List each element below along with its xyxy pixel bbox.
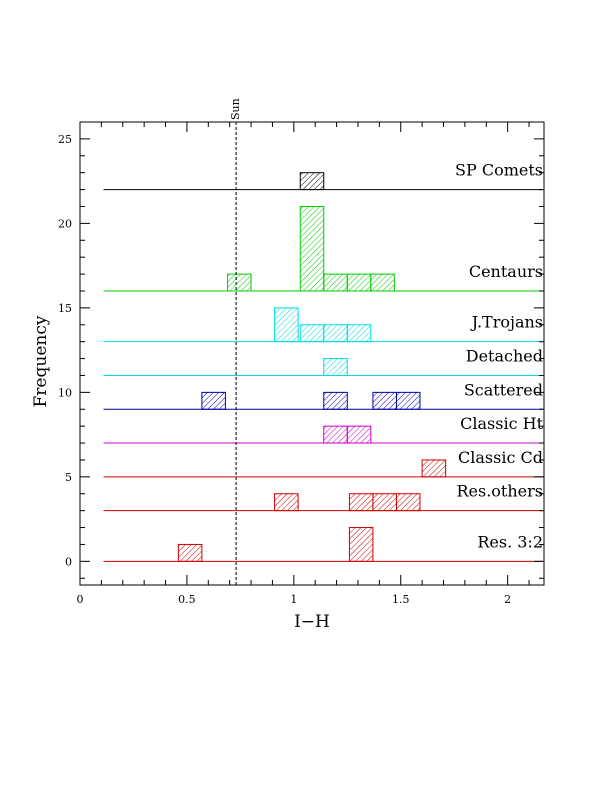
x-axis-title: I−H (294, 612, 330, 632)
labels-layer: I−H Frequency (31, 315, 330, 632)
series-scattered: Scattered (103, 380, 544, 410)
reference-layer: Sun (229, 98, 242, 585)
histogram-bar (177, 543, 203, 562)
y-axis-title: Frequency (31, 315, 51, 407)
histogram-bar (395, 493, 421, 512)
series-j-trojans: J.Trojans (103, 307, 544, 343)
histogram-bar (372, 391, 397, 410)
y-tick-label: 5 (65, 471, 72, 484)
histogram-bar (323, 273, 348, 292)
x-tick-label: 0.5 (178, 593, 196, 606)
series-label: Centaurs (469, 262, 543, 281)
x-tick-label: 1 (290, 593, 297, 606)
series-detached: Detached (103, 346, 544, 376)
series-label: J.Trojans (470, 313, 543, 332)
histogram-bar (323, 425, 348, 444)
sun-reference-label: Sun (229, 98, 242, 120)
series-sp-comets: SP Comets (103, 161, 544, 191)
y-tick-label: 20 (58, 217, 72, 230)
series-label: Scattered (464, 380, 543, 399)
histogram-bar (348, 493, 374, 512)
histogram-bar (274, 493, 299, 512)
y-tick-label: 0 (65, 555, 72, 568)
x-tick-label: 0 (77, 593, 84, 606)
histogram-bar (299, 172, 325, 191)
histogram-bar (346, 273, 372, 292)
histogram-bar (299, 324, 325, 343)
series-label: Classic Cd (458, 448, 543, 467)
y-tick-label: 25 (58, 133, 72, 146)
histogram-bar (395, 391, 421, 410)
histogram-bar (372, 493, 397, 512)
axes-layer (79, 121, 545, 586)
series-res-others: Res.others (103, 482, 544, 512)
histogram-bar (346, 324, 372, 343)
histogram-bar (274, 307, 299, 343)
x-tick-label: 2 (504, 593, 511, 606)
y-tick-label: 10 (58, 386, 72, 399)
series-res-3-2: Res. 3:2 (103, 527, 544, 562)
plot-frame (79, 121, 545, 586)
histogram-bar (421, 459, 447, 478)
histogram-bar (227, 273, 252, 292)
series-label: Res. 3:2 (477, 532, 543, 551)
histogram-bar (348, 527, 374, 562)
series-layer: SP Comets Centaurs J.Trojans Detached Scatte… (103, 161, 544, 562)
histogram-bar (323, 358, 348, 376)
histogram-bar (201, 391, 226, 410)
histogram-bar (323, 324, 348, 343)
x-tick-label: 1.5 (392, 593, 410, 606)
series-label: Detached (466, 346, 543, 365)
histogram-bar (323, 391, 348, 410)
y-tick-label: 15 (58, 302, 72, 315)
series-label: Res.others (456, 482, 543, 501)
series-label: SP Comets (455, 161, 543, 180)
series-classic-ht: Classic Ht (103, 414, 544, 444)
series-centaurs: Centaurs (103, 205, 544, 292)
histogram-bar (370, 273, 395, 292)
histogram-bar (299, 205, 325, 292)
histogram-bar (346, 425, 372, 444)
series-classic-cd: Classic Cd (103, 448, 544, 478)
series-label: Classic Ht (460, 414, 543, 433)
